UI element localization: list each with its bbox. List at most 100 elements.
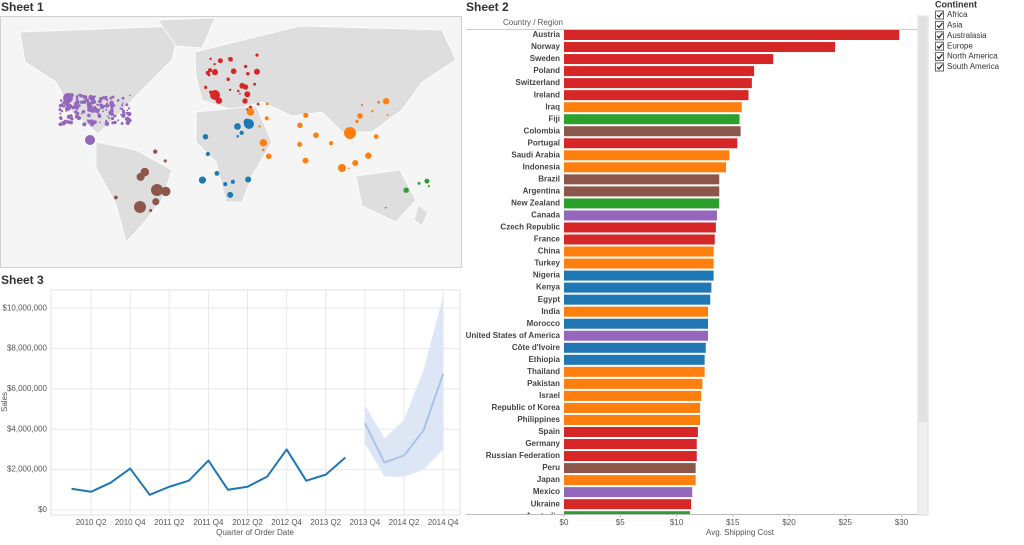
category-label: Turkey — [534, 259, 560, 268]
map-dot — [230, 68, 237, 75]
map-dot — [85, 135, 95, 145]
checkmark — [936, 53, 943, 60]
map-dot — [303, 112, 309, 118]
map-dot — [244, 119, 254, 129]
sheet-title: Sheet 1 — [1, 0, 44, 14]
map-dot — [424, 178, 430, 184]
bar — [564, 138, 738, 149]
map-dot — [227, 191, 234, 198]
map-dot — [198, 176, 207, 184]
map-dot — [344, 127, 356, 139]
filter-label[interactable]: North America — [947, 52, 998, 61]
map-dot — [113, 195, 118, 200]
bar — [564, 222, 716, 233]
map-dot — [85, 98, 90, 103]
y-tick-label: $10,000,000 — [3, 303, 48, 312]
map-dot — [384, 206, 387, 209]
map-dot — [104, 121, 110, 127]
map-dot — [110, 109, 114, 113]
map-dot — [106, 98, 109, 102]
x-tick-label: 2014 Q2 — [389, 518, 420, 527]
map-dot — [59, 117, 63, 121]
scroll-thumb[interactable] — [919, 17, 927, 422]
category-label: Germany — [525, 439, 560, 448]
filter-item[interactable]: Australasia — [935, 31, 988, 41]
checkbox[interactable] — [935, 41, 944, 51]
filter-item[interactable]: North America — [935, 52, 999, 62]
map-dot — [82, 122, 87, 127]
bar — [564, 126, 741, 137]
map-dot — [91, 119, 94, 122]
checkbox[interactable] — [935, 20, 944, 30]
map-dot — [78, 104, 81, 107]
filter-label[interactable]: Australasia — [947, 31, 987, 40]
bar — [564, 511, 690, 514]
map-dot — [205, 151, 210, 157]
map-dot — [373, 134, 379, 139]
filter-label[interactable]: South America — [947, 62, 1000, 71]
map-dot — [60, 109, 64, 113]
map-dot — [120, 104, 124, 107]
bar — [564, 378, 703, 389]
map-dot — [79, 100, 84, 104]
x-tick-label: 2014 Q4 — [428, 518, 459, 527]
category-label: France — [534, 235, 561, 244]
checkbox[interactable] — [935, 31, 944, 41]
checkbox[interactable] — [935, 10, 944, 20]
filter-label[interactable]: Africa — [947, 10, 968, 19]
bar — [564, 282, 712, 293]
filter-item[interactable]: South America — [935, 62, 1000, 72]
category-label: Ireland — [534, 90, 560, 99]
checkbox[interactable] — [935, 62, 944, 72]
map-dot — [244, 91, 251, 98]
map-dot — [108, 117, 110, 119]
category-label: Norway — [531, 42, 560, 51]
category-label: Brazil — [538, 174, 560, 183]
map-dot — [258, 125, 261, 128]
bar — [564, 42, 836, 53]
filter-item[interactable]: Europe — [935, 41, 974, 51]
map-dot — [265, 102, 269, 106]
filter-title: Continent — [935, 0, 977, 9]
bar — [564, 402, 701, 413]
map-dot — [78, 93, 82, 97]
category-label: Austria — [532, 30, 560, 39]
filter-item[interactable]: Asia — [935, 20, 964, 30]
map-dot — [246, 108, 255, 116]
checkmark — [936, 22, 943, 29]
map-dot — [227, 57, 231, 60]
bar — [564, 150, 730, 161]
map-dot — [403, 187, 409, 193]
map-dot — [125, 103, 129, 107]
map-dot — [82, 94, 85, 97]
bar — [564, 306, 708, 317]
map-dot — [245, 176, 252, 183]
map-dot — [75, 97, 79, 100]
map-dot — [65, 108, 68, 111]
map-dot — [113, 120, 117, 125]
bar — [564, 475, 696, 486]
filter-item[interactable]: Africa — [935, 10, 969, 20]
map-dot — [236, 89, 240, 93]
checkbox[interactable] — [935, 52, 944, 62]
map-dot — [89, 108, 95, 113]
filter-label[interactable]: Asia — [947, 21, 963, 30]
y-tick-label: $8,000,000 — [7, 344, 48, 353]
map-dot — [265, 153, 272, 160]
map-dot — [121, 109, 125, 113]
map-dot — [70, 117, 74, 121]
map-dot — [128, 113, 131, 116]
bar — [564, 426, 698, 437]
bar — [564, 102, 742, 113]
bar — [564, 354, 705, 365]
category-label: Iraq — [545, 102, 560, 111]
map-dot — [121, 102, 124, 104]
map-dot — [202, 134, 209, 140]
map-dot — [256, 102, 260, 106]
map-dot — [97, 114, 102, 119]
filter-label[interactable]: Europe — [947, 41, 973, 50]
category-label: New Zealand — [511, 199, 560, 208]
bar — [564, 246, 714, 257]
map-dot — [99, 103, 104, 108]
